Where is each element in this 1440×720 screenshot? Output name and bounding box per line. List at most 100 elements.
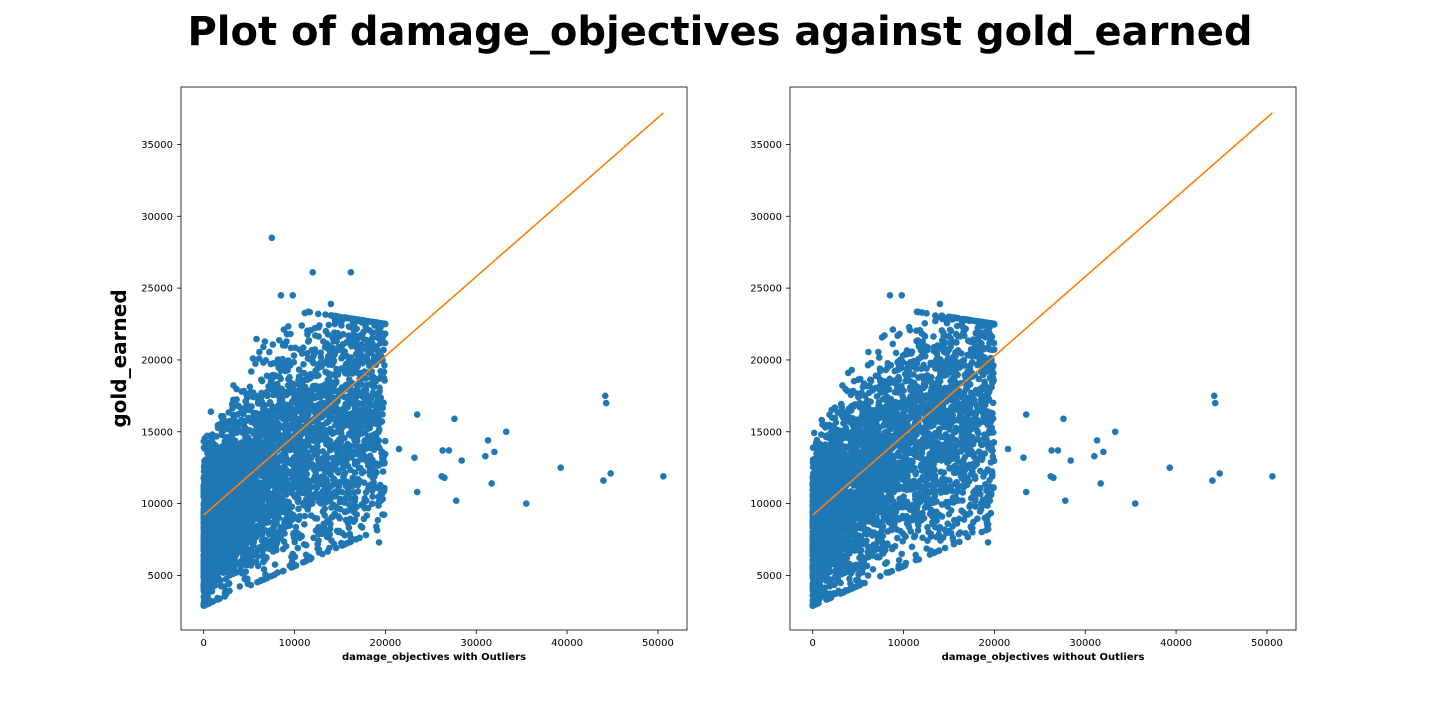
scatter-point	[345, 430, 353, 438]
scatter-point	[327, 312, 335, 319]
scatter-point	[977, 490, 984, 498]
scatter-point	[255, 513, 262, 520]
scatter-point	[243, 400, 250, 408]
scatter-point	[254, 562, 262, 570]
scatter-point	[343, 539, 351, 547]
scatter-point	[219, 468, 226, 475]
scatter-point	[324, 397, 332, 404]
scatter-point	[218, 522, 225, 530]
scatter-point	[310, 351, 318, 358]
scatter-point	[295, 450, 303, 457]
scatter-point	[299, 439, 306, 447]
scatter-point	[209, 563, 216, 570]
scatter-point	[370, 446, 378, 454]
y-tick-label: 10000	[141, 499, 173, 510]
scatter-point	[373, 523, 380, 530]
scatter-point	[267, 443, 275, 451]
scatter-point	[340, 393, 348, 401]
scatter-point	[660, 472, 667, 480]
scatter-point	[355, 400, 363, 407]
scatter-point	[298, 469, 305, 476]
scatter-point	[261, 401, 268, 409]
scatter-point	[321, 512, 329, 519]
scatter-point	[381, 339, 389, 347]
scatter-point	[296, 534, 304, 542]
scatter-point	[301, 411, 308, 419]
scatter-point	[245, 406, 253, 414]
scatter-point	[371, 354, 378, 361]
scatter-point	[234, 411, 242, 418]
scatter-point	[257, 394, 265, 402]
scatter-point	[291, 387, 298, 394]
scatter-point	[376, 384, 383, 392]
scatter-point	[270, 360, 278, 367]
scatter-point	[329, 430, 336, 438]
scatter-point	[239, 519, 247, 527]
scatter-point	[381, 437, 389, 445]
scatter-point	[353, 384, 361, 392]
scatter-point	[956, 538, 963, 546]
scatter-point	[248, 368, 255, 375]
scatter-point	[294, 405, 302, 412]
x-tick-label: 40000	[551, 638, 583, 649]
scatter-point	[289, 550, 297, 558]
scatter-point	[202, 523, 209, 531]
y-tick-label: 35000	[141, 140, 173, 151]
scatter-point	[607, 470, 614, 477]
scatter-point	[275, 435, 282, 443]
scatter-point	[346, 385, 354, 392]
scatter-point	[318, 363, 325, 370]
scatter-point	[250, 473, 257, 481]
scatter-point	[358, 341, 365, 349]
scatter-point	[321, 505, 329, 512]
scatter-point	[332, 455, 340, 463]
scatter-point	[287, 469, 295, 477]
scatter-point	[255, 355, 263, 362]
scatter-point	[335, 513, 342, 520]
scatter-point	[316, 490, 324, 498]
scatter-point	[258, 449, 265, 457]
scatter-point	[201, 517, 208, 525]
scatter-point	[207, 579, 214, 586]
scatter-point	[263, 372, 271, 380]
scatter-point	[944, 520, 951, 527]
scatter-point	[229, 570, 237, 578]
scatter-point	[347, 454, 355, 461]
scatter-point	[351, 458, 359, 466]
scatter-point	[226, 472, 233, 479]
scatter-point	[301, 521, 308, 528]
scatter-point	[233, 447, 241, 454]
scatter-point	[366, 460, 373, 468]
scatter-point	[334, 313, 341, 320]
scatter-point	[207, 408, 215, 416]
scatter-point	[331, 351, 338, 358]
figure-title: Plot of damage_objectives against gold_e…	[187, 9, 1253, 55]
scatter-point	[304, 308, 312, 316]
scatter-point	[201, 595, 208, 603]
scatter-point	[302, 541, 310, 549]
scatter-point	[323, 440, 330, 448]
scatter-point	[224, 485, 232, 493]
scatter-point	[295, 376, 302, 384]
scatter-point	[288, 503, 296, 511]
scatter-point	[482, 452, 489, 460]
scatter-point	[253, 412, 260, 420]
y-axis-label: gold_earned	[107, 289, 131, 427]
scatter-point	[376, 481, 384, 489]
scatter-point	[213, 518, 221, 526]
scatter-point	[275, 359, 283, 367]
scatter-point	[277, 524, 285, 531]
scatter-point	[325, 464, 333, 472]
scatter-point	[379, 411, 386, 418]
scatter-point	[306, 392, 313, 400]
scatter-point	[310, 534, 317, 542]
scatter-point	[356, 369, 363, 377]
scatter-point	[256, 525, 264, 533]
scatter-point	[246, 383, 254, 391]
scatter-point	[240, 471, 247, 479]
scatter-point	[377, 373, 385, 380]
scatter-point	[864, 572, 872, 579]
scatter-point	[306, 556, 314, 563]
scatter-point	[292, 523, 300, 531]
scatter-point	[266, 348, 273, 356]
